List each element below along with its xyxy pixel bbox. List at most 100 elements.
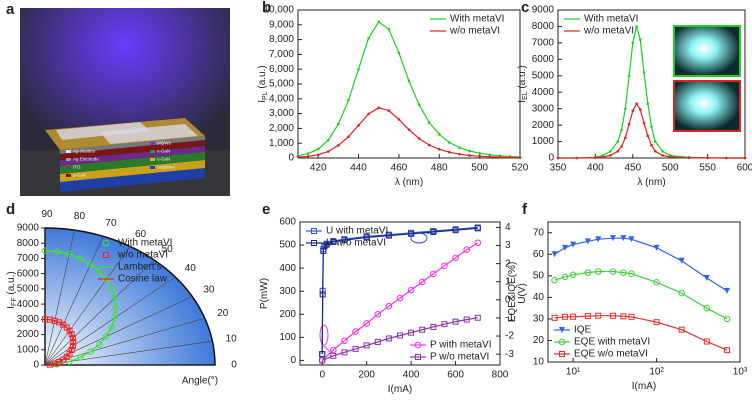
angle-spoke (44, 236, 104, 366)
angle-tick-label: 10 (226, 333, 238, 344)
axis-label: I(mA) (632, 381, 656, 392)
marker (374, 310, 382, 318)
marker (437, 133, 441, 136)
marker (418, 278, 426, 286)
layer-sapphire (60, 168, 205, 192)
marker (77, 354, 84, 361)
marker (330, 352, 337, 359)
x-tick-label: 460 (391, 163, 408, 174)
marker (624, 107, 627, 110)
marker (653, 140, 657, 143)
y-tick-label: 7000 (532, 38, 555, 49)
marker (609, 235, 616, 242)
layer-label: Sapphire (157, 165, 176, 170)
marker (397, 332, 403, 339)
marker (609, 150, 612, 153)
marker (357, 67, 360, 71)
y-tick-label: 7,000 (269, 49, 294, 60)
y-tick-label: 2000 (532, 120, 555, 131)
marker (609, 268, 617, 275)
marker (725, 156, 728, 160)
marker (627, 122, 631, 126)
marker (448, 141, 451, 144)
x-tick-label: 0 (319, 370, 325, 381)
legend-label: With metaVI (118, 238, 172, 249)
marker (408, 230, 415, 237)
marker (385, 302, 393, 310)
marker (347, 98, 350, 102)
angle-spoke (44, 259, 155, 366)
marker (561, 273, 569, 281)
marker (441, 321, 448, 328)
marker (616, 140, 620, 143)
y-tick-label: 5000 (532, 70, 555, 81)
marker (330, 238, 337, 245)
marker (326, 150, 330, 153)
marker (103, 333, 110, 340)
r-tick-label: 7000 (17, 253, 40, 264)
y-tick-label: 3000 (532, 103, 555, 114)
angle-tick-label: 90 (41, 209, 53, 220)
marker (437, 147, 441, 151)
label-unit: (a.u.) (517, 65, 528, 91)
marker (316, 147, 320, 151)
angle-spoke (44, 317, 205, 366)
angle-spoke (44, 246, 131, 366)
marker (306, 155, 310, 158)
marker (562, 313, 569, 320)
marker (407, 79, 411, 83)
legend-label: w/o metaVI (449, 26, 500, 37)
x-tick-label: 500 (471, 163, 488, 174)
series-line (321, 317, 478, 361)
marker (352, 328, 359, 335)
marker (628, 313, 635, 320)
angle-spoke (44, 340, 213, 366)
p-ellipse (319, 324, 329, 346)
layer-p (60, 140, 205, 160)
label-main: EQE&IQE(%) (507, 262, 518, 323)
marker (448, 150, 451, 154)
marker (441, 262, 448, 270)
legend-marker (559, 351, 565, 357)
marker (408, 329, 415, 336)
marker (367, 36, 370, 40)
x-tick-label: 10² (649, 367, 664, 378)
marker (609, 154, 612, 157)
x-tick-label: 10¹ (566, 367, 581, 378)
marker (387, 27, 391, 31)
layer-mqw (60, 146, 205, 166)
marker (87, 260, 94, 268)
marker (108, 324, 115, 331)
label-main: λ (nm) (637, 177, 665, 188)
legend-label: EQE with metaVI (574, 337, 650, 348)
x-tick-label: 550 (699, 163, 716, 174)
marker (407, 128, 411, 132)
marker (650, 125, 653, 129)
marker (653, 149, 657, 153)
series-line (321, 227, 478, 355)
marker (407, 286, 415, 294)
marker (385, 335, 392, 342)
marker (723, 315, 731, 323)
marker (452, 318, 459, 325)
ag-clusters (56, 122, 150, 140)
axis-label: λ (nm) (395, 177, 423, 188)
marker (367, 112, 370, 116)
marker (620, 313, 627, 320)
x-tick-label: 800 (492, 370, 509, 381)
series-line (558, 26, 745, 159)
marker (69, 343, 76, 350)
marker (341, 237, 348, 244)
marker (551, 314, 558, 321)
marker (363, 234, 370, 241)
r-tick-label: 8000 (17, 238, 40, 249)
plot-frame (299, 221, 501, 366)
marker (631, 41, 635, 45)
legend-label: With metaVI (584, 14, 638, 25)
panel-b: b 420 440 460 480 500 520 0 1,000 2,000 3,000 4,000… (257, 0, 529, 188)
marker (474, 225, 481, 232)
marker (463, 246, 470, 253)
angle-tick-label: 50 (162, 244, 174, 255)
r-tick-label: 4000 (17, 299, 40, 310)
